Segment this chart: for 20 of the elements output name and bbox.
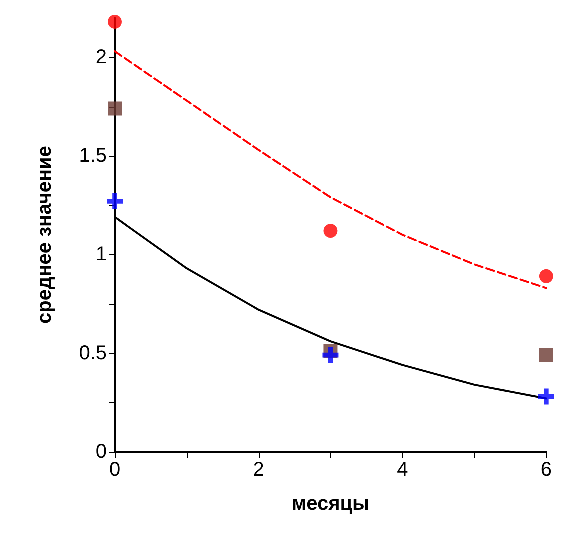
y-tick-label: 1.5: [79, 145, 107, 168]
line-series: [114, 50, 548, 290]
point: [539, 269, 554, 284]
x-tick-label: 2: [253, 459, 264, 481]
x-tick-label: 4: [397, 459, 408, 481]
y-axis-title: среднее значение: [34, 146, 56, 324]
y-tick-label: 0.5: [79, 342, 107, 364]
point: [108, 102, 122, 116]
x-axis-title: месяцы: [292, 493, 370, 515]
point: [539, 348, 554, 362]
point: [324, 224, 338, 238]
point: [538, 388, 554, 405]
point: [108, 14, 122, 29]
x-tick-label: 6: [540, 459, 552, 481]
y-tick-label: 0: [96, 441, 107, 463]
y-tick-label: 1: [96, 244, 107, 266]
y-tick-label: 2: [96, 46, 107, 68]
point: [322, 347, 339, 364]
x-tick-label: 0: [109, 459, 121, 481]
point: [107, 193, 123, 210]
